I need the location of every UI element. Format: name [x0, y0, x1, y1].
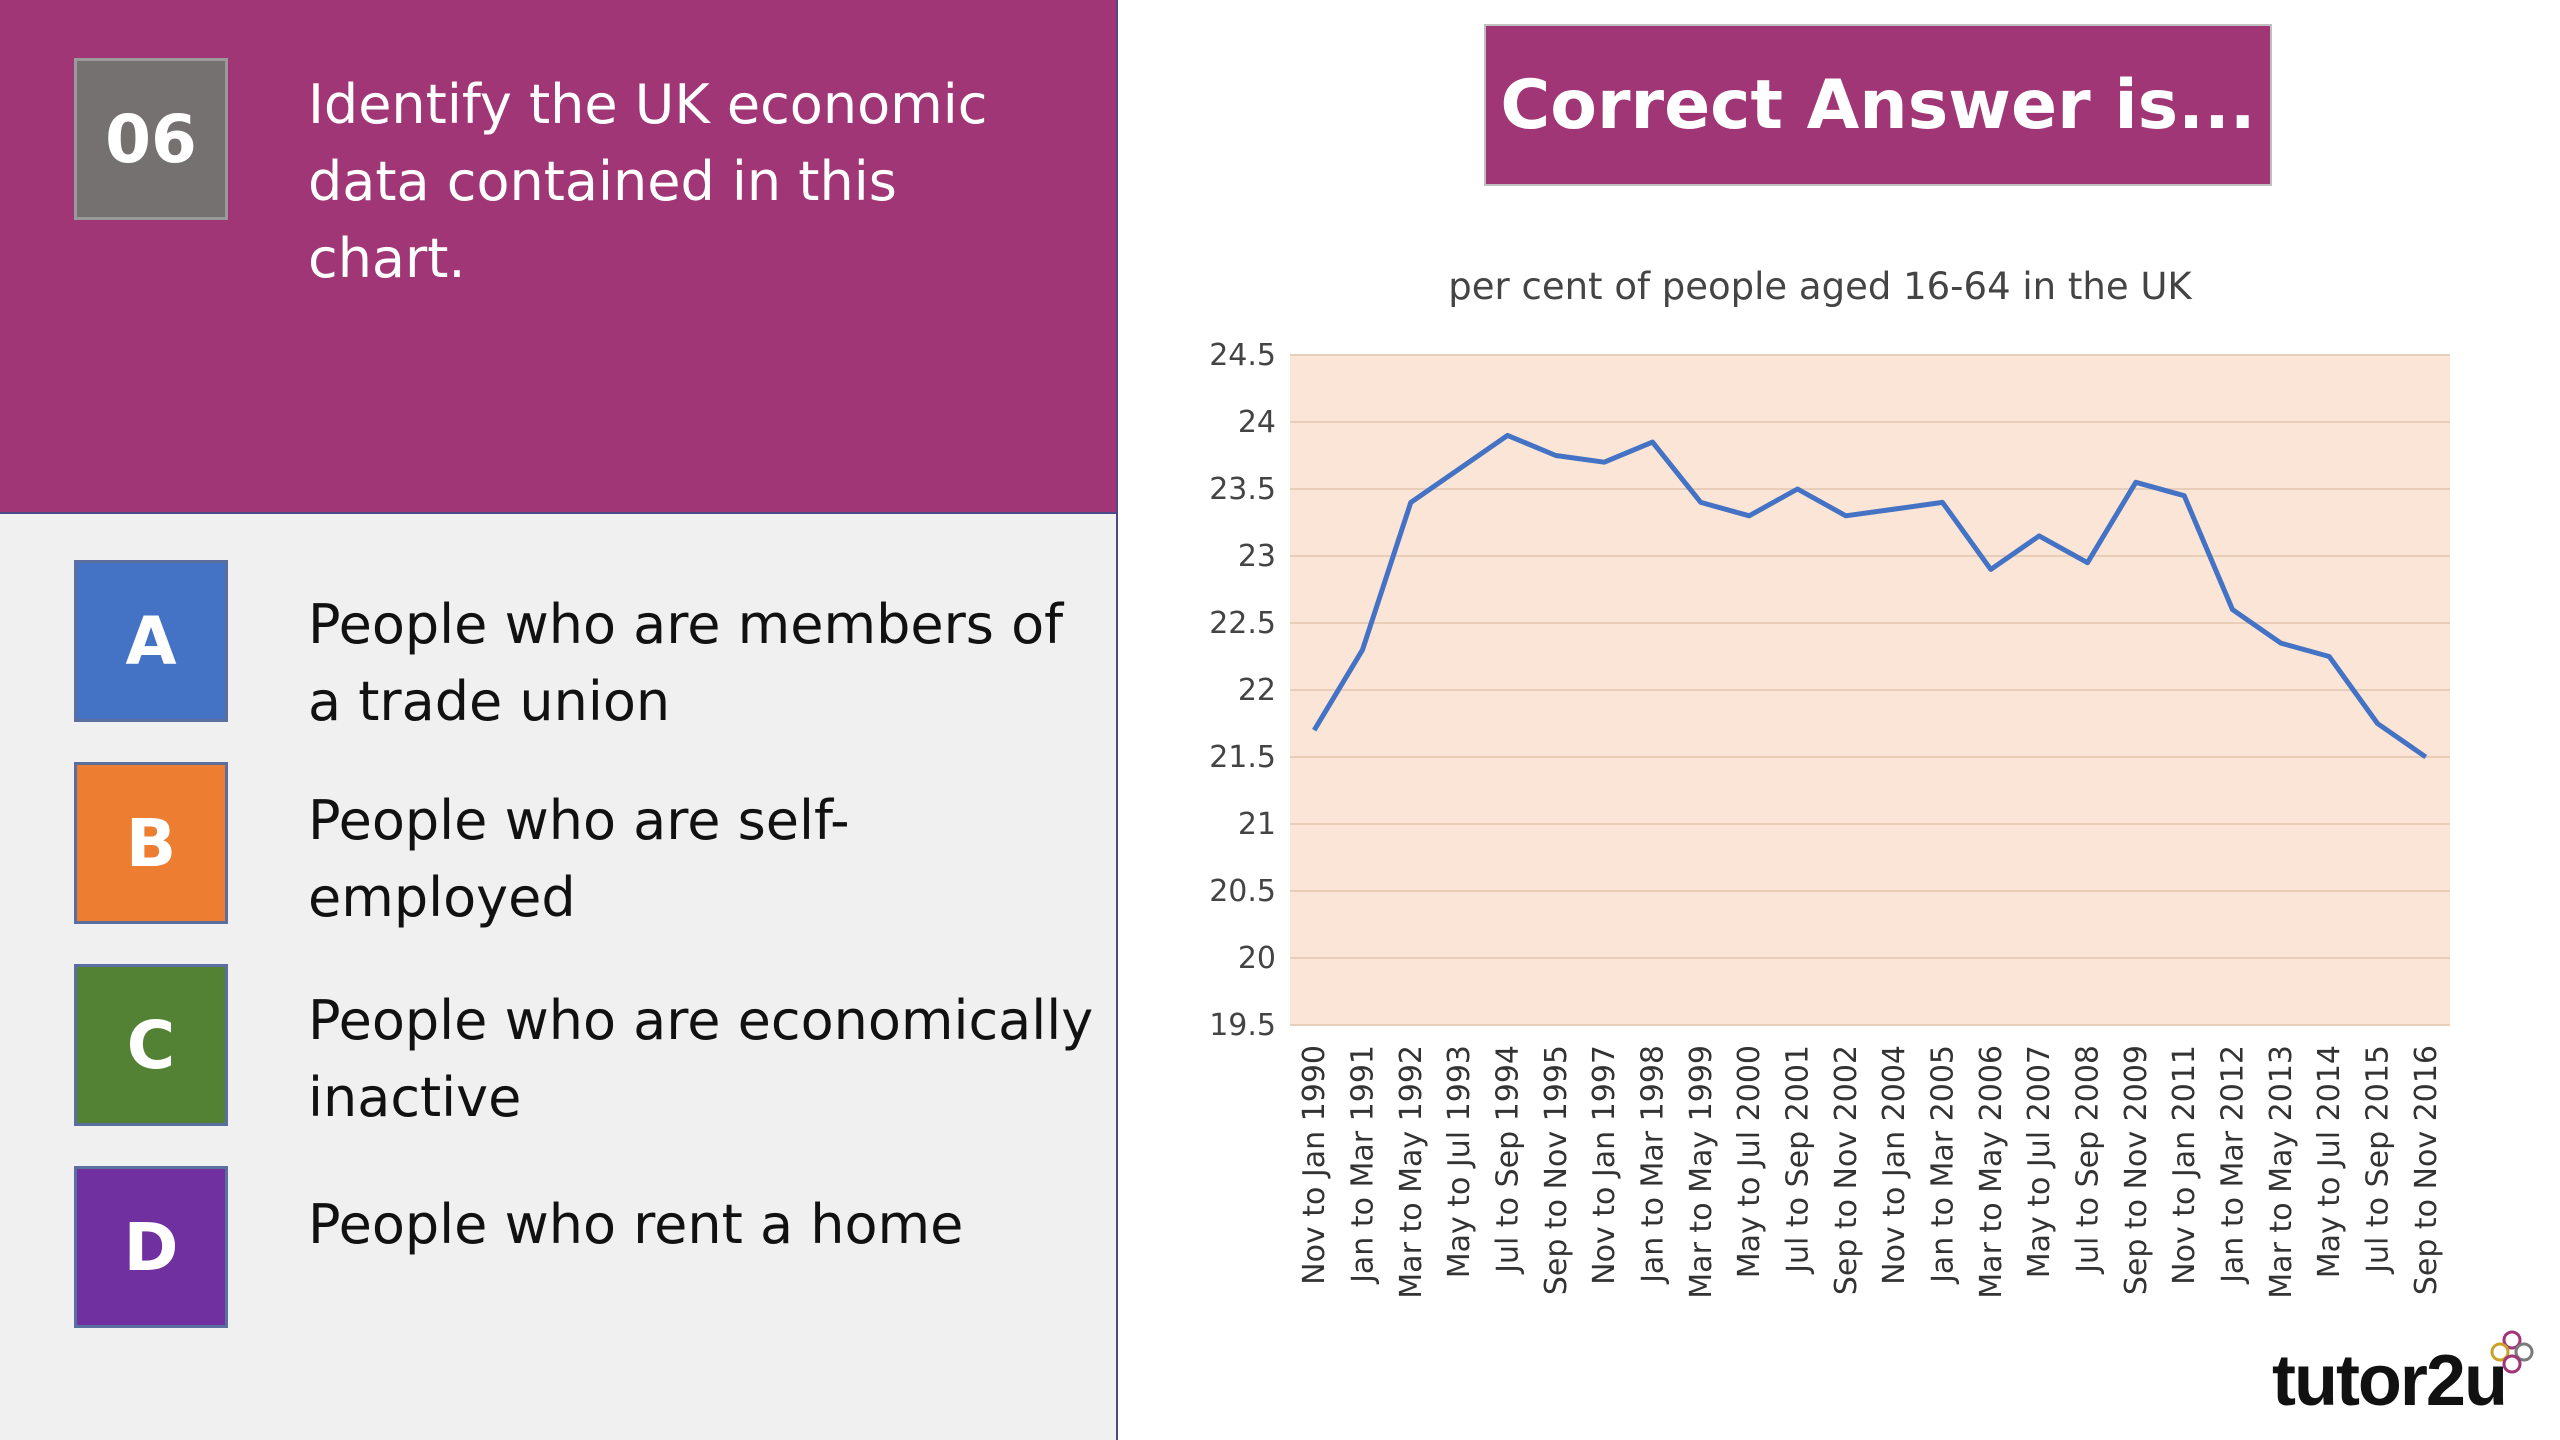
x-tick-label: Mar to May 1992	[1394, 1045, 1429, 1299]
question-text: Identify the UK economic data contained …	[308, 73, 988, 290]
option-c-badge[interactable]: C	[74, 964, 228, 1126]
x-tick-label: Jul to Sep 2008	[2071, 1045, 2106, 1275]
option-a-badge[interactable]: A	[74, 560, 228, 722]
x-tick-label: Mar to May 2013	[2264, 1045, 2299, 1299]
x-tick-label: Mar to May 2006	[1974, 1045, 2009, 1299]
series-line	[1312, 432, 2428, 760]
gridlines	[1290, 354, 2450, 1026]
x-tick-label: Jul to Sep 1994	[1491, 1045, 1526, 1275]
correct-answer-banner: Correct Answer is...	[1484, 24, 2272, 186]
x-tick-label: Sep to Nov 1995	[1539, 1045, 1574, 1295]
option-c-text[interactable]: People who are economically inactive	[308, 989, 1094, 1129]
x-tick-label: Jan to Mar 2005	[1926, 1045, 1961, 1285]
y-tick-label: 23	[1238, 539, 1276, 574]
x-tick-label: Mar to May 1999	[1684, 1045, 1719, 1299]
y-tick-label: 24	[1238, 405, 1276, 440]
chart-title: per cent of people aged 16-64 in the UK	[1448, 265, 2193, 308]
y-tick-label: 23.5	[1209, 472, 1276, 507]
option-d-text[interactable]: People who rent a home	[308, 1193, 964, 1256]
y-axis: 19.5 20 20.5 21 21.5 22 22.5 23 23.5 24 24.5	[1209, 338, 1276, 1043]
x-tick-label: Jan to Mar 2012	[2216, 1045, 2251, 1285]
y-tick-label: 20.5	[1209, 874, 1276, 909]
x-tick-label: May to Jul 1993	[1442, 1045, 1477, 1278]
option-b-badge[interactable]: B	[74, 762, 228, 924]
x-tick-label: Jan to Mar 1991	[1346, 1045, 1381, 1285]
x-tick-label: Nov to Jan 1997	[1587, 1045, 1622, 1285]
x-tick-label: May to Jul 2000	[1732, 1045, 1767, 1278]
y-tick-label: 19.5	[1209, 1008, 1276, 1043]
option-a-text[interactable]: People who are members of a trade union	[308, 593, 1064, 733]
x-tick-label: Nov to Jan 1990	[1297, 1045, 1332, 1285]
question-number: 06	[74, 58, 228, 220]
x-tick-label: Nov to Jan 2011	[2167, 1045, 2202, 1285]
y-tick-label: 24.5	[1209, 338, 1276, 373]
x-tick-label: Jul to Sep 2015	[2361, 1045, 2396, 1275]
y-tick-label: 21.5	[1209, 740, 1276, 775]
option-b-text[interactable]: People who are self-employed	[308, 789, 850, 929]
y-tick-label: 22	[1238, 673, 1276, 708]
x-tick-label: May to Jul 2007	[2022, 1045, 2057, 1278]
tutor2u-logo: tutor2u	[2272, 1341, 2508, 1421]
x-tick-label: Nov to Jan 2004	[1877, 1045, 1912, 1285]
y-tick-label: 22.5	[1209, 606, 1276, 641]
question-panel: 06 Identify the UK economic data contain…	[0, 0, 1118, 514]
x-tick-label: May to Jul 2014	[2312, 1045, 2347, 1278]
line-chart: per cent of people aged 16-64 in the UK …	[1209, 265, 2450, 1299]
x-tick-label: Sep to Nov 2009	[2119, 1045, 2154, 1295]
x-tick-label: Sep to Nov 2002	[1829, 1045, 1864, 1295]
x-tick-label: Sep to Nov 2016	[2409, 1045, 2444, 1295]
x-tick-label: Jan to Mar 1998	[1636, 1045, 1671, 1285]
flower-logo-icon	[2490, 1330, 2534, 1374]
y-tick-label: 20	[1238, 941, 1276, 976]
option-d-badge[interactable]: D	[74, 1166, 228, 1328]
x-axis: Nov to Jan 1990 Jan to Mar 1991 Mar to May…	[1297, 1045, 2444, 1299]
x-tick-label: Jul to Sep 2001	[1781, 1045, 1816, 1275]
y-tick-label: 21	[1238, 807, 1276, 842]
